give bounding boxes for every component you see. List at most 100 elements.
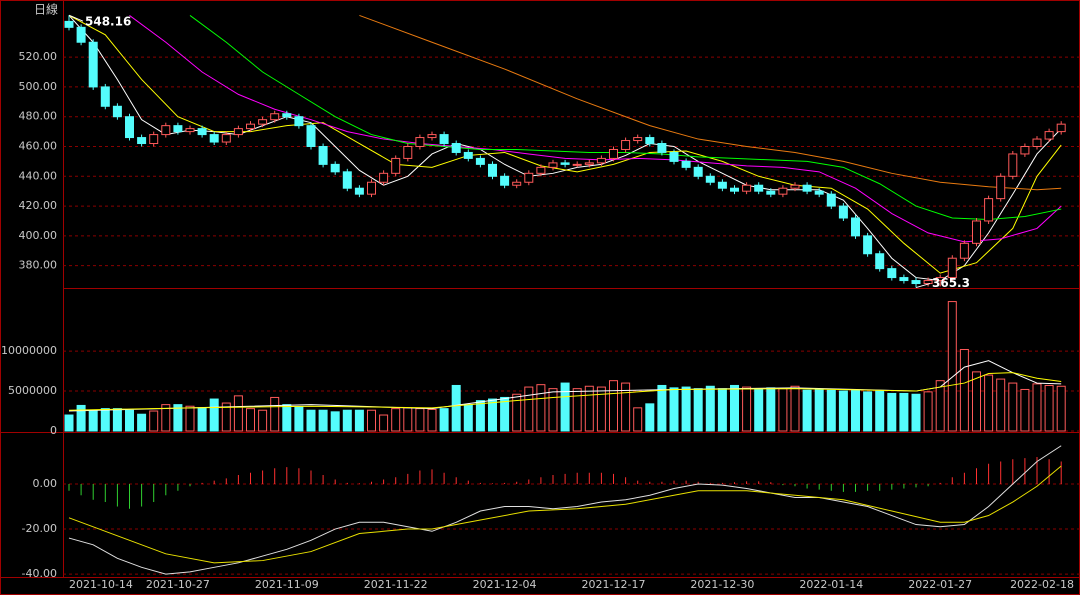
candle-body (451, 143, 461, 153)
volume-bar (875, 390, 885, 432)
volume-bar (488, 398, 497, 432)
volume-bar (621, 382, 631, 432)
volume-bar (899, 392, 909, 432)
volume-bar (778, 388, 788, 432)
candle-body (935, 277, 945, 282)
candle-body (984, 198, 994, 222)
candle-body (197, 128, 207, 136)
x-tick-label: 2021-12-04 (473, 578, 537, 591)
candle-body (415, 137, 425, 147)
volume-bar (367, 409, 376, 432)
volume-bar (270, 396, 280, 432)
candle-body (899, 277, 909, 282)
min-label: 365.3 (932, 276, 970, 290)
volume-bar (88, 410, 98, 432)
candle-body (645, 137, 655, 145)
volume-bar (318, 409, 328, 432)
candle-body (76, 26, 86, 43)
volume-bar (161, 404, 171, 432)
volume-bar (1044, 384, 1054, 432)
candle-body (125, 116, 134, 139)
volume-bar (64, 414, 74, 432)
y-tick-label: 10000000 (1, 344, 57, 357)
candle-body (1020, 146, 1030, 155)
volume-bar (149, 410, 159, 432)
candle-body (972, 220, 981, 244)
candle-body (959, 242, 969, 259)
candle-body (342, 171, 352, 189)
candle-body (488, 163, 497, 177)
x-tick-label: 2022-01-14 (799, 578, 863, 591)
volume-bar (233, 395, 243, 432)
volume-bar (197, 407, 207, 432)
candle-body (112, 105, 122, 118)
volume-bar (826, 389, 836, 432)
candle-body (584, 162, 594, 165)
volume-bar (415, 408, 425, 432)
volume-bar (512, 393, 522, 432)
volume-bar (596, 386, 606, 432)
candle-body (548, 162, 558, 168)
y-tick-label: 0.00 (33, 477, 58, 490)
candle-body (475, 157, 485, 165)
x-tick-label: 2022-02-18 (1010, 578, 1074, 591)
max-label: 548.16 (85, 15, 131, 29)
volume-bar (996, 378, 1006, 432)
volume-bar (645, 403, 655, 432)
candle-body (633, 137, 643, 142)
candle-body (391, 157, 401, 174)
candle-body (911, 280, 921, 285)
volume-bar (633, 407, 643, 432)
y-tick-label: 500.00 (19, 80, 58, 93)
candle-body (742, 184, 752, 192)
candle-body (814, 190, 824, 195)
candle-body (330, 163, 340, 173)
candle-body (923, 280, 933, 285)
candle-body (100, 86, 110, 107)
volume-bar (802, 389, 812, 432)
average-line (359, 14, 1062, 191)
x-tick-label: 2021-12-17 (582, 578, 646, 591)
x-tick-label: 2021-10-14 (69, 578, 133, 591)
volume-bar (451, 384, 461, 432)
average-line (189, 15, 1062, 220)
x-tick-label: 2021-11-22 (364, 578, 428, 591)
volume-bar (475, 400, 485, 432)
volume-bar (354, 409, 364, 432)
volume-bar (463, 404, 473, 432)
candle-body (560, 162, 570, 165)
volume-bar (572, 388, 582, 432)
volume-bar (1032, 383, 1042, 432)
volume-bar (984, 374, 994, 432)
volume-bar (112, 408, 122, 432)
candle-body (427, 134, 437, 139)
volume-bar (863, 391, 873, 432)
x-tick-label: 2021-12-30 (690, 578, 754, 591)
candle-body (294, 116, 304, 127)
y-tick-label: 5000000 (8, 384, 57, 397)
y-tick-label: -20.00 (22, 522, 57, 535)
candle-body (863, 235, 873, 255)
volume-bar (246, 408, 255, 432)
volume-bar (681, 386, 691, 432)
candle-body (572, 163, 582, 166)
candle-body (258, 119, 268, 125)
y-tick-label: 380.00 (19, 259, 58, 272)
volume-bar (838, 390, 848, 432)
volume-bar (439, 408, 449, 432)
volume-bar (258, 409, 268, 432)
candle-body (887, 268, 897, 279)
candle-body (766, 190, 776, 195)
candle-body (1056, 123, 1066, 133)
candle-body (512, 181, 522, 186)
candle-body (379, 172, 389, 183)
volume-bar (754, 388, 764, 432)
volume-bar (330, 411, 340, 432)
candle-body (149, 134, 159, 145)
volume-bar (911, 393, 921, 432)
candle-body (875, 253, 885, 270)
volume-bar (391, 408, 401, 432)
volume-bar (1008, 382, 1018, 432)
